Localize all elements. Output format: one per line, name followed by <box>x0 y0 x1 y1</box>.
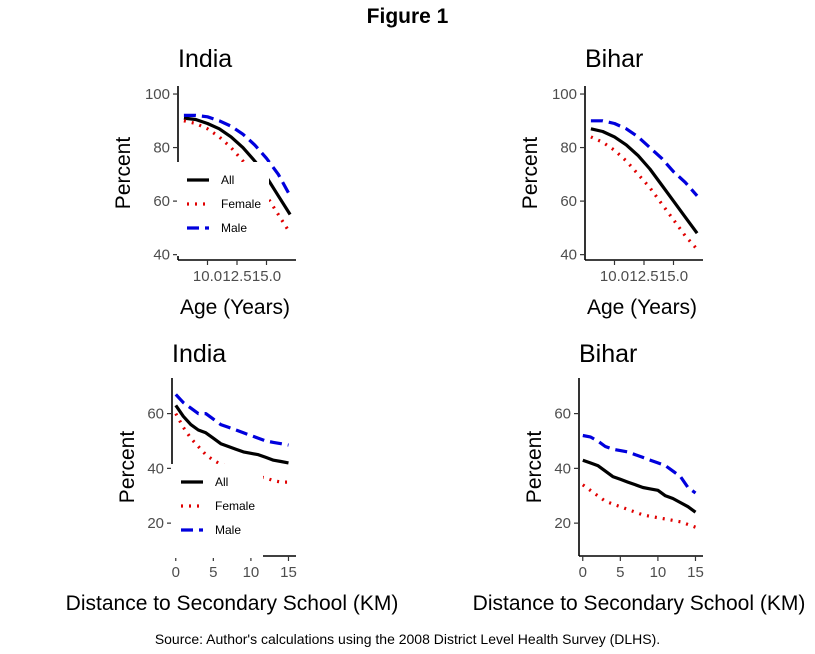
y-tick-label: 40 <box>153 247 170 264</box>
figure-title: Figure 1 <box>366 5 449 28</box>
x-tick-label: 0 <box>172 564 180 581</box>
x-tick-label: 10 <box>650 564 667 581</box>
x-tick-label: 10 <box>243 564 260 581</box>
x-axis-label: Distance to Secondary School (KM) <box>473 592 806 615</box>
chart-panel-3: India 20 40 60 0 5 10 15 Distance to Secondary S… <box>66 340 399 615</box>
x-tick-label: 12.5 <box>222 268 251 285</box>
chart-panel-2: Bihar 40 60 80 100 10.0 12.5 15.0 Age (Years) Per… <box>519 45 703 319</box>
y-tick-label: 60 <box>554 406 571 423</box>
series-line-female <box>183 119 292 235</box>
y-tick-label: 100 <box>552 86 577 103</box>
legend-label-all: All <box>215 475 228 489</box>
chart-panel-1: India 40 60 80 100 10.0 12.5 15.0 Age (Years) Per… <box>112 45 296 319</box>
y-tick-label: 100 <box>145 86 170 103</box>
y-axis-label: Percent <box>523 431 546 504</box>
legend-label-male: Male <box>215 523 241 537</box>
y-tick-label: 60 <box>147 406 164 423</box>
chart-title: Bihar <box>585 45 643 73</box>
y-axis-label: Percent <box>116 431 139 504</box>
x-tick-label: 0 <box>579 564 587 581</box>
y-axis-label: Percent <box>519 137 542 210</box>
y-tick-label: 80 <box>153 140 170 157</box>
legend-label-male: Male <box>221 221 247 235</box>
series-line-all <box>582 458 697 514</box>
series-line-male <box>582 433 697 495</box>
series-line-male <box>590 119 699 197</box>
y-tick-label: 40 <box>554 460 571 477</box>
y-tick-label: 60 <box>560 193 577 210</box>
y-tick-label: 20 <box>147 515 164 532</box>
chart-title: India <box>178 45 232 73</box>
y-tick-label: 80 <box>560 140 577 157</box>
series-line-female <box>581 483 697 529</box>
x-tick-label: 15 <box>687 564 704 581</box>
legend-background <box>171 464 263 558</box>
x-tick-label: 5 <box>616 564 624 581</box>
y-axis-label: Percent <box>112 137 135 210</box>
x-tick-label: 10.0 <box>193 268 222 285</box>
source-note: Source: Author's calculations using the … <box>154 631 661 647</box>
chart-title: India <box>172 340 226 368</box>
series-line-male <box>174 393 289 447</box>
legend: All Female Male <box>171 464 263 558</box>
y-tick-label: 20 <box>554 515 571 532</box>
chart-panel-4: Bihar 20 40 60 0 5 10 15 Distance to Secondary S… <box>473 340 806 615</box>
legend-label-female: Female <box>215 499 255 513</box>
x-tick-label: 10.0 <box>600 268 629 285</box>
x-tick-label: 15.0 <box>252 268 281 285</box>
y-tick-label: 40 <box>560 247 577 264</box>
legend: All Female Male <box>177 162 269 256</box>
series-line-female <box>590 135 699 251</box>
x-axis-label: Age (Years) <box>180 296 290 319</box>
legend-label-female: Female <box>221 197 261 211</box>
series-line-all <box>174 404 289 465</box>
series-line-male <box>183 113 292 197</box>
x-axis-label: Age (Years) <box>587 296 697 319</box>
series-line-all <box>590 127 699 235</box>
chart-title: Bihar <box>579 340 637 368</box>
x-tick-label: 5 <box>209 564 217 581</box>
legend-label-all: All <box>221 173 234 187</box>
x-axis-label: Distance to Secondary School (KM) <box>66 592 399 615</box>
x-tick-label: 12.5 <box>629 268 658 285</box>
y-tick-label: 60 <box>153 193 170 210</box>
x-tick-label: 15 <box>280 564 297 581</box>
x-tick-label: 15.0 <box>659 268 688 285</box>
legend-background <box>177 162 269 256</box>
y-tick-label: 40 <box>147 460 164 477</box>
series-line-all <box>183 116 292 216</box>
